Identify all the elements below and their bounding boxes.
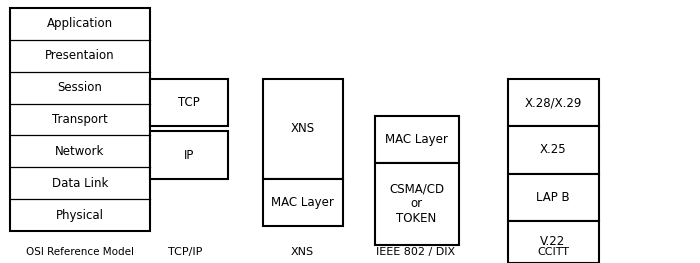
Bar bbox=[508, 126, 598, 174]
Text: Network: Network bbox=[55, 145, 105, 158]
Text: Session: Session bbox=[57, 81, 102, 94]
Text: Data Link: Data Link bbox=[52, 177, 108, 190]
Text: LAP B: LAP B bbox=[536, 191, 570, 204]
Text: Presentaion: Presentaion bbox=[46, 49, 115, 62]
Bar bbox=[150, 79, 228, 126]
Bar bbox=[508, 79, 598, 126]
Bar bbox=[508, 174, 598, 221]
Text: CCITT: CCITT bbox=[537, 247, 569, 257]
Text: X.28/X.29: X.28/X.29 bbox=[524, 96, 582, 109]
Bar bbox=[374, 116, 458, 163]
Text: CSMA/CD
or
TOKEN: CSMA/CD or TOKEN bbox=[389, 182, 444, 225]
Text: MAC Layer: MAC Layer bbox=[272, 196, 334, 209]
Text: MAC Layer: MAC Layer bbox=[385, 133, 448, 146]
Text: Physical: Physical bbox=[56, 209, 104, 221]
Bar bbox=[262, 79, 343, 179]
Text: Transport: Transport bbox=[52, 113, 108, 126]
Text: TCP: TCP bbox=[178, 96, 200, 109]
Text: IEEE 802 / DIX: IEEE 802 / DIX bbox=[376, 247, 456, 257]
Text: V.22: V.22 bbox=[540, 235, 566, 249]
Text: OSI Reference Model: OSI Reference Model bbox=[26, 247, 134, 257]
Text: TCP/IP: TCP/IP bbox=[168, 247, 203, 257]
Bar bbox=[10, 8, 150, 231]
Text: X.25: X.25 bbox=[540, 143, 566, 156]
Bar bbox=[150, 132, 228, 179]
Bar bbox=[508, 221, 598, 263]
Bar bbox=[262, 179, 343, 226]
Text: Application: Application bbox=[47, 17, 113, 31]
Text: XNS: XNS bbox=[290, 122, 315, 135]
Text: IP: IP bbox=[184, 149, 194, 162]
Text: XNS: XNS bbox=[290, 247, 314, 257]
Bar bbox=[374, 163, 458, 245]
